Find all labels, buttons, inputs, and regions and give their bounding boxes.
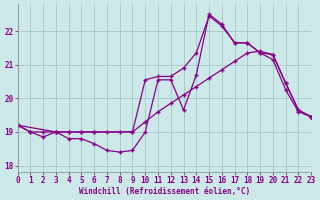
X-axis label: Windchill (Refroidissement éolien,°C): Windchill (Refroidissement éolien,°C): [79, 187, 250, 196]
